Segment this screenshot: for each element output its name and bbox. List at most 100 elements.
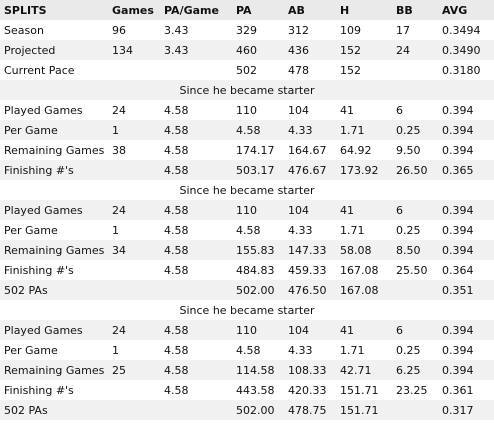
- table-cell: 484.83: [236, 263, 275, 277]
- table-row: 502 PAs 502.00 476.50 167.08 0.351: [0, 280, 494, 300]
- table-cell: 312: [288, 23, 309, 37]
- table-cell: 104: [288, 103, 309, 117]
- table-cell: Remaining Games: [4, 363, 105, 377]
- table-cell: 1: [112, 123, 119, 137]
- table-cell: 0.3180: [442, 63, 481, 77]
- table-cell: 0.25: [396, 123, 421, 137]
- table-cell: 4.33: [288, 223, 313, 237]
- table-cell: 4.33: [288, 343, 313, 357]
- table-cell: 0.394: [442, 343, 474, 357]
- table-cell: 4.58: [236, 123, 261, 137]
- table-cell: 502.00: [236, 403, 275, 417]
- table-cell: 3.43: [164, 43, 189, 57]
- table-cell: 108.33: [288, 363, 327, 377]
- table-cell: 114.58: [236, 363, 275, 377]
- table-row: Finishing #'s 4.58 503.17 476.67 173.92 26.50…: [0, 160, 494, 180]
- table-cell: Played Games: [4, 203, 83, 217]
- table-cell: Per Game: [4, 343, 58, 357]
- table-cell: 0.394: [442, 223, 474, 237]
- table-cell: 0.365: [442, 163, 474, 177]
- table-cell: 109: [340, 23, 361, 37]
- table-cell: 173.92: [340, 163, 379, 177]
- table-cell: 1.71: [340, 343, 365, 357]
- table-row: Played Games 24 4.58 110 104 41 6 0.394: [0, 200, 494, 220]
- table-cell: 96: [112, 23, 126, 37]
- table-cell: 0.394: [442, 323, 474, 337]
- table-cell: 8.50: [396, 243, 421, 257]
- table-cell: 4.58: [236, 223, 261, 237]
- table-cell: Projected: [4, 43, 56, 57]
- table-row: Played Games 24 4.58 110 104 41 6 0.394: [0, 320, 494, 340]
- table-body: Season 96 3.43 329 312 109 17 0.3494 Projected 13…: [0, 20, 494, 420]
- table-cell: 459.33: [288, 263, 327, 277]
- table-cell: 110: [236, 103, 257, 117]
- table-cell: 502 PAs: [4, 283, 48, 297]
- table-cell: 9.50: [396, 143, 421, 157]
- table-row: Finishing #'s 4.58 484.83 459.33 167.08 25.50…: [0, 260, 494, 280]
- table-cell: 4.58: [164, 103, 189, 117]
- table-cell: 420.33: [288, 383, 327, 397]
- table-cell: 4.58: [164, 383, 189, 397]
- table-cell: 4.58: [164, 343, 189, 357]
- table-cell: 476.50: [288, 283, 327, 297]
- table-cell: 0.394: [442, 203, 474, 217]
- table-cell: 503.17: [236, 163, 275, 177]
- table-cell: 64.92: [340, 143, 372, 157]
- table-cell: 0.364: [442, 263, 474, 277]
- table-cell: 42.71: [340, 363, 372, 377]
- header-cell-bb: BB: [396, 3, 413, 17]
- table-cell: 4.58: [164, 223, 189, 237]
- table-cell: 6: [396, 203, 403, 217]
- table-cell: Per Game: [4, 123, 58, 137]
- table-cell: 41: [340, 203, 354, 217]
- table-cell: 41: [340, 323, 354, 337]
- table-row: Per Game 1 4.58 4.58 4.33 1.71 0.25 0.394: [0, 120, 494, 140]
- section-title-row: Since he became starter: [0, 300, 494, 320]
- table-cell: 4.58: [164, 263, 189, 277]
- table-row: Remaining Games 25 4.58 114.58 108.33 42.71 6.…: [0, 360, 494, 380]
- table-cell: 0.394: [442, 123, 474, 137]
- table-cell: 147.33: [288, 243, 327, 257]
- header-cell-pa-per-game: PA/Game: [164, 3, 219, 17]
- table-cell: Remaining Games: [4, 243, 105, 257]
- table-cell: 1: [112, 223, 119, 237]
- table-cell: Finishing #'s: [4, 383, 74, 397]
- table-cell: Season: [4, 23, 44, 37]
- header-cell-ab: AB: [288, 3, 305, 17]
- table-cell: 3.43: [164, 23, 189, 37]
- table-cell: Played Games: [4, 103, 83, 117]
- table-cell: 4.58: [164, 143, 189, 157]
- table-cell: 0.394: [442, 243, 474, 257]
- table-cell: 110: [236, 323, 257, 337]
- section-title: Since he became starter: [179, 83, 315, 97]
- table-cell: Remaining Games: [4, 143, 105, 157]
- table-row: Remaining Games 34 4.58 155.83 147.33 58.08 8.…: [0, 240, 494, 260]
- table-cell: 152: [340, 43, 361, 57]
- table-cell: 0.394: [442, 143, 474, 157]
- table-cell: 4.58: [164, 203, 189, 217]
- table-cell: 443.58: [236, 383, 275, 397]
- table-row: Season 96 3.43 329 312 109 17 0.3494: [0, 20, 494, 40]
- table-cell: 23.25: [396, 383, 428, 397]
- table-cell: 4.58: [164, 323, 189, 337]
- table-cell: 460: [236, 43, 257, 57]
- table-header-row: SPLITS Games PA/Game PA AB H BB AVG: [0, 0, 494, 20]
- table-cell: 6: [396, 323, 403, 337]
- table-cell: 34: [112, 243, 126, 257]
- table-cell: 0.3494: [442, 23, 481, 37]
- table-cell: 0.317: [442, 403, 474, 417]
- table-cell: 478.75: [288, 403, 327, 417]
- table-row: Finishing #'s 4.58 443.58 420.33 151.71 23.25…: [0, 380, 494, 400]
- table-row: Played Games 24 4.58 110 104 41 6 0.394: [0, 100, 494, 120]
- table-cell: 164.67: [288, 143, 327, 157]
- table-cell: Played Games: [4, 323, 83, 337]
- table-row: Projected 134 3.43 460 436 152 24 0.3490: [0, 40, 494, 60]
- table-cell: 1: [112, 343, 119, 357]
- table-cell: 24: [112, 103, 126, 117]
- table-cell: Current Pace: [4, 63, 75, 77]
- table-cell: 502.00: [236, 283, 275, 297]
- table-cell: 4.58: [164, 163, 189, 177]
- table-cell: 26.50: [396, 163, 428, 177]
- table-cell: 4.58: [236, 343, 261, 357]
